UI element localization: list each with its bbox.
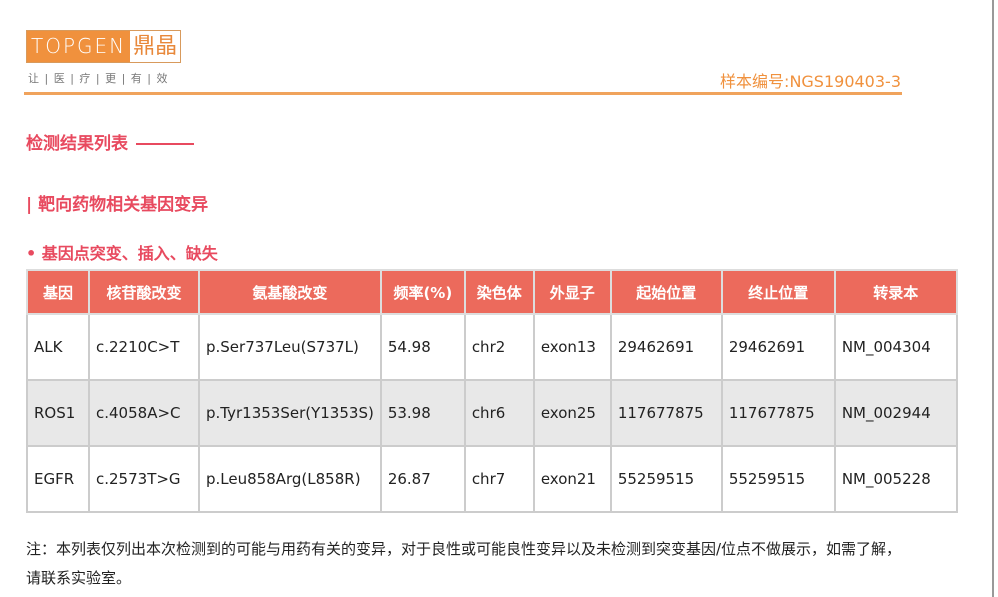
table-cell: ALK bbox=[26, 313, 90, 381]
table-cell: 29462691 bbox=[609, 313, 723, 381]
column-header: 终止位置 bbox=[720, 269, 836, 315]
table-cell: p.Leu858Arg(L858R) bbox=[198, 445, 382, 513]
column-header: 频率(%) bbox=[379, 269, 466, 315]
sample-id: 样本编号:NGS190403-3 bbox=[720, 72, 901, 91]
column-header: 基因 bbox=[26, 269, 90, 315]
section-title: 检测结果列表 bbox=[26, 129, 194, 154]
table-cell: 54.98 bbox=[379, 313, 466, 381]
table-row: EGFR c.2573T>G p.Leu858Arg(L858R) 26.87 chr7… bbox=[26, 445, 958, 513]
table-cell: NM_004304 bbox=[833, 313, 958, 381]
table-cell: 29462691 bbox=[720, 313, 836, 381]
column-header: 染色体 bbox=[463, 269, 535, 315]
column-header: 氨基酸改变 bbox=[198, 269, 382, 315]
table-cell: p.Tyr1353Ser(Y1353S) bbox=[198, 379, 382, 447]
table-cell: NM_002944 bbox=[833, 379, 958, 447]
title-line bbox=[136, 143, 194, 145]
table-cell: p.Ser737Leu(S737L) bbox=[198, 313, 382, 381]
table-cell: c.2210C>T bbox=[88, 313, 200, 381]
logo: TOPGEN 鼎晶 bbox=[26, 30, 182, 63]
table-row: ALK c.2210C>T p.Ser737Leu(S737L) 54.98 chr2 e… bbox=[26, 313, 958, 381]
logo-en: TOPGEN bbox=[27, 31, 131, 62]
subsection-title: | 靶向药物相关基因变异 bbox=[26, 195, 209, 215]
table-cell: chr7 bbox=[463, 445, 535, 513]
logo-cn: 鼎晶 bbox=[130, 31, 181, 62]
table-cell: c.2573T>G bbox=[88, 445, 200, 513]
table-cell: exon13 bbox=[532, 313, 612, 381]
sub-subsection-title: • 基因点突变、插入、缺失 bbox=[26, 244, 218, 263]
table-cell: 26.87 bbox=[379, 445, 466, 513]
table-cell: EGFR bbox=[26, 445, 90, 513]
table-cell: chr2 bbox=[463, 313, 535, 381]
column-header: 转录本 bbox=[833, 269, 958, 315]
table-cell: 55259515 bbox=[609, 445, 723, 513]
table-cell: chr6 bbox=[463, 379, 535, 447]
footnote: 注：本列表仅列出本次检测到的可能与用药有关的变异，对于良性或可能良性变异以及未检… bbox=[26, 540, 902, 587]
results-table: 基因 核苷酸改变 氨基酸改变 频率(%) 染色体 外显子 起始位置 终止位置 转录本 ALK c.… bbox=[26, 269, 958, 513]
table-cell: 117677875 bbox=[609, 379, 723, 447]
table-cell: exon25 bbox=[532, 379, 612, 447]
column-header: 起始位置 bbox=[609, 269, 723, 315]
table-cell: c.4058A>C bbox=[88, 379, 200, 447]
table-cell: NM_005228 bbox=[833, 445, 958, 513]
header-divider bbox=[24, 92, 902, 95]
slogan: 让 | 医 | 疗 | 更 | 有 | 效 bbox=[28, 72, 169, 85]
table-cell: 53.98 bbox=[379, 379, 466, 447]
scrollbar[interactable] bbox=[992, 0, 994, 597]
column-header: 核苷酸改变 bbox=[88, 269, 200, 315]
column-header: 外显子 bbox=[532, 269, 612, 315]
table-cell: 55259515 bbox=[720, 445, 836, 513]
section-title-text: 检测结果列表 bbox=[26, 134, 128, 154]
table-cell: 117677875 bbox=[720, 379, 836, 447]
table-row: ROS1 c.4058A>C p.Tyr1353Ser(Y1353S) 53.98 ch… bbox=[26, 379, 958, 447]
table-cell: ROS1 bbox=[26, 379, 90, 447]
table-cell: exon21 bbox=[532, 445, 612, 513]
